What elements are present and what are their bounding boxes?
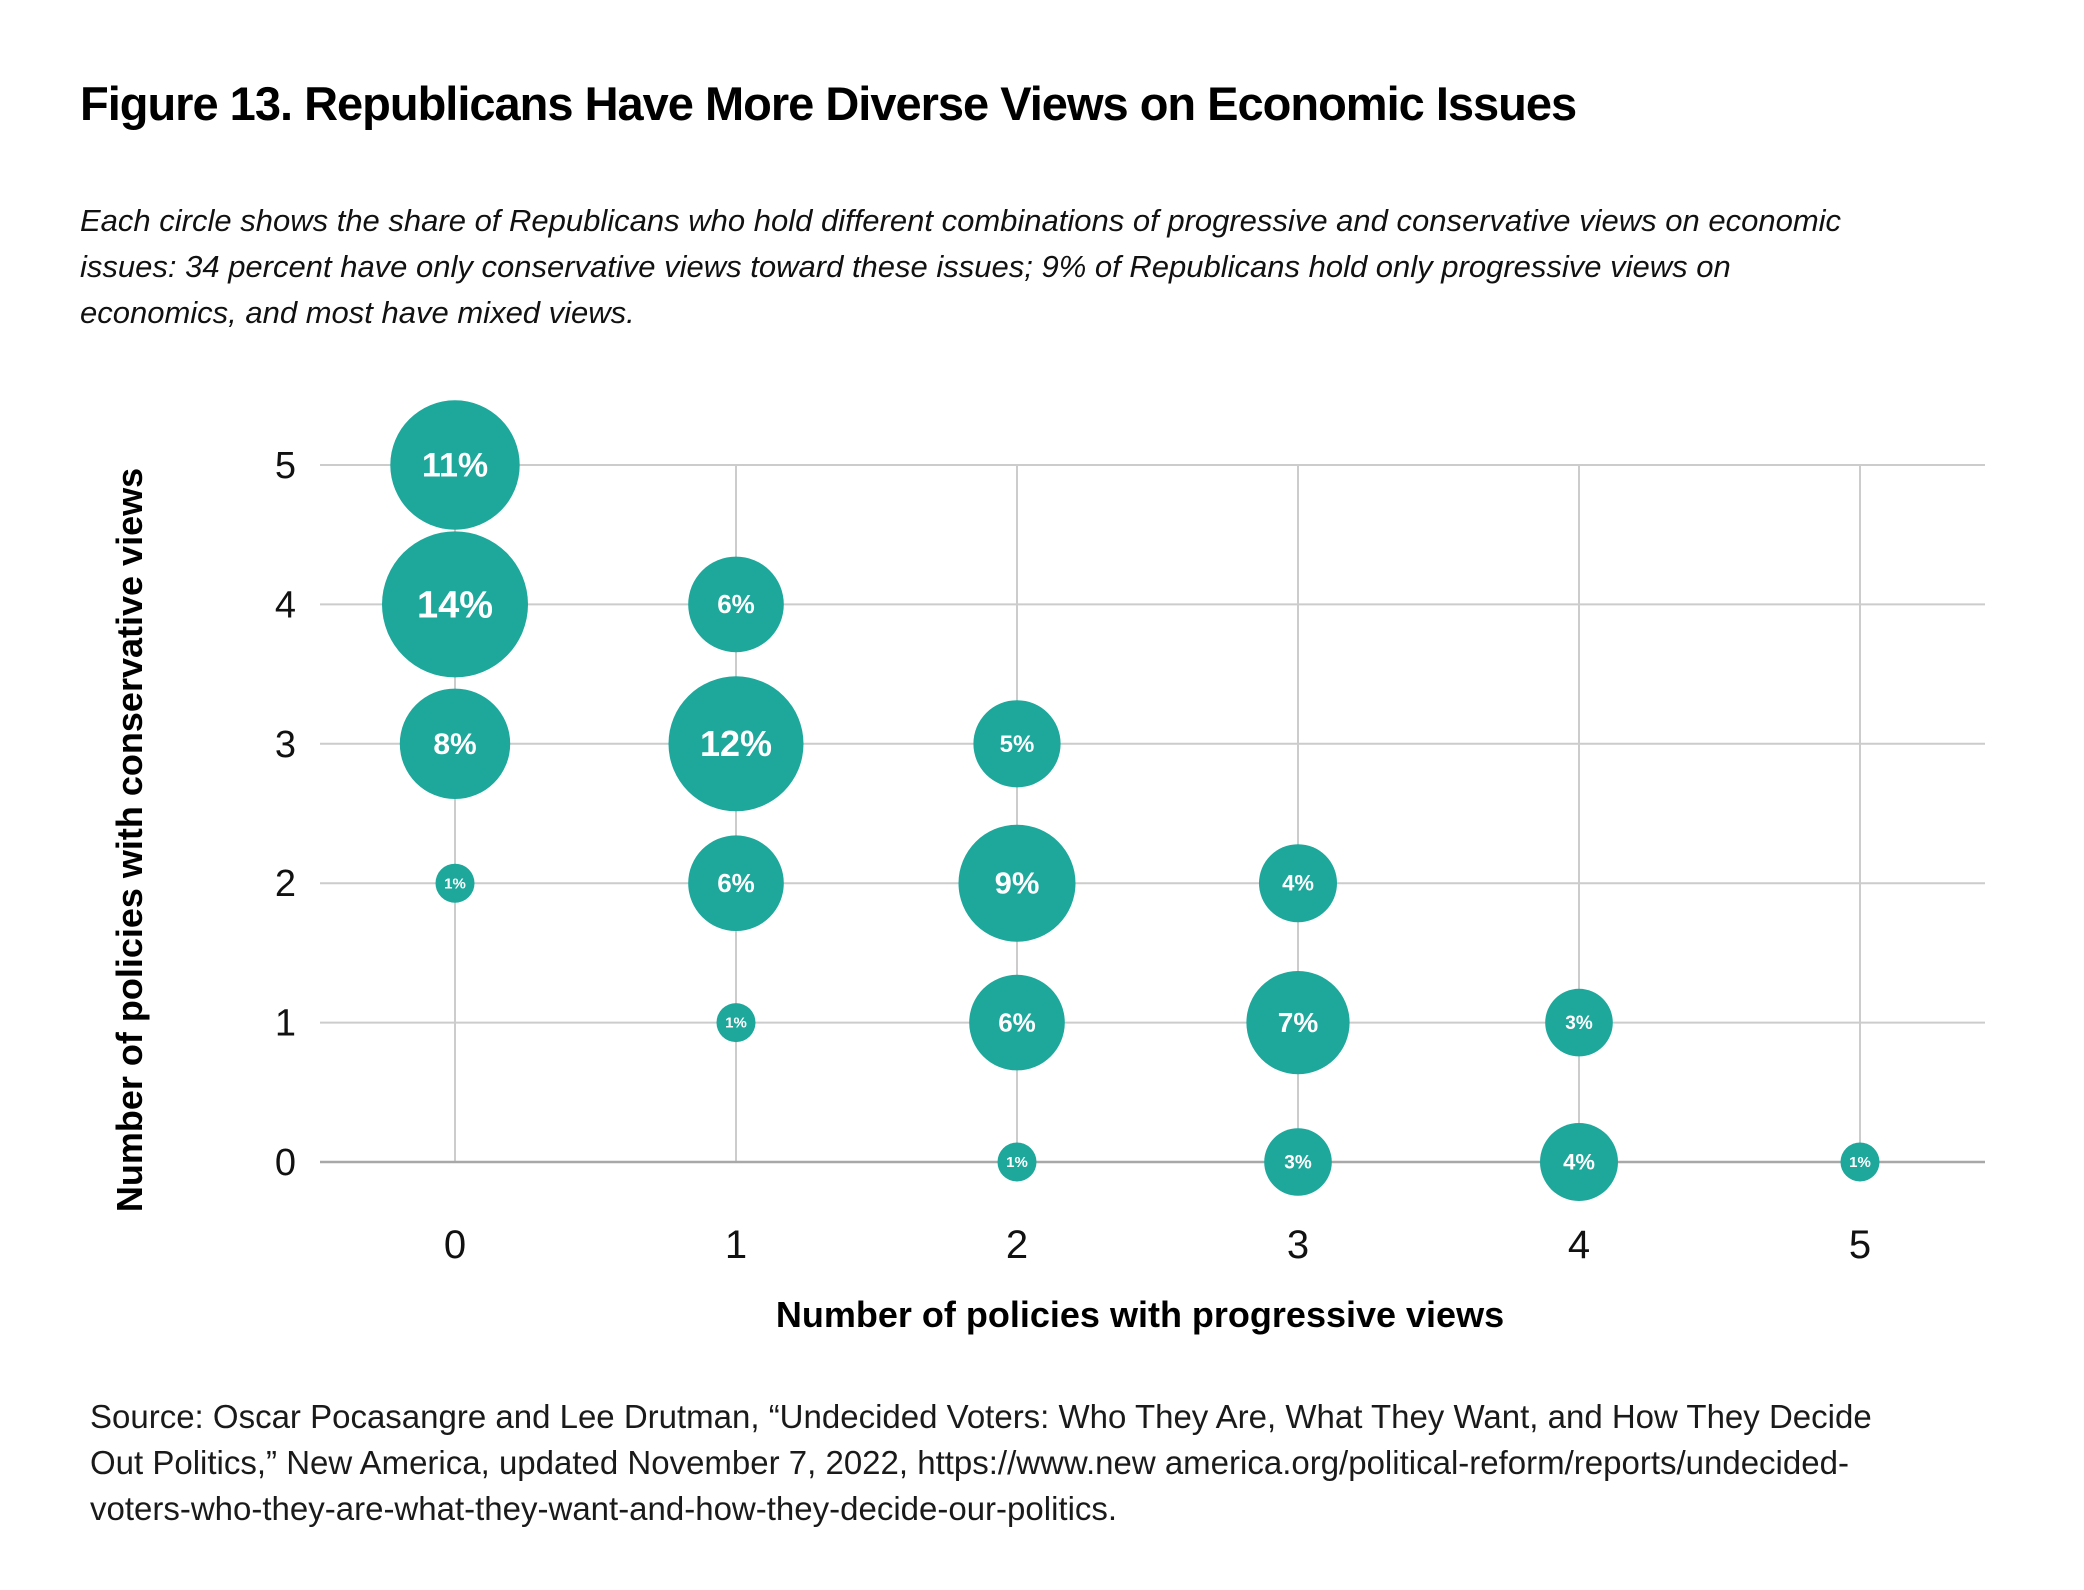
x-tick-label: 1 [725, 1223, 747, 1267]
bubble [958, 824, 1076, 942]
x-tick-label: 3 [1287, 1223, 1309, 1267]
y-tick-label: 2 [275, 863, 296, 905]
bubble [716, 1003, 756, 1043]
bubble-label: 6% [717, 868, 755, 898]
text-line: economics, and most have mixed views. [80, 295, 635, 330]
bubble-label: 11% [422, 447, 488, 485]
bubble-label: 1% [444, 875, 466, 892]
bubble [382, 531, 528, 678]
bubble [390, 400, 520, 530]
bubble-label: 3% [1284, 1152, 1312, 1173]
bubble [435, 863, 475, 903]
y-tick-label: 4 [275, 584, 296, 626]
bubble [997, 1142, 1037, 1182]
bubble-label: 9% [995, 866, 1040, 901]
bubble-label: 7% [1278, 1007, 1319, 1038]
bubble [1246, 971, 1350, 1075]
y-tick-label: 3 [275, 724, 296, 766]
bubble-label: 1% [725, 1015, 747, 1032]
x-tick-label: 0 [444, 1223, 466, 1267]
bubble [688, 556, 784, 653]
x-axis-title: Number of policies with progressive view… [776, 1294, 1504, 1335]
bubble [1264, 1128, 1332, 1196]
bubble-label: 6% [717, 589, 755, 619]
bubble [969, 974, 1065, 1071]
bubble [1545, 988, 1613, 1057]
bubble [399, 688, 511, 799]
bubble-label: 1% [1006, 1154, 1028, 1171]
text-line: Each circle shows the share of Republica… [80, 203, 1842, 238]
y-tick-label: 0 [275, 1142, 296, 1184]
bubble-label: 8% [433, 728, 476, 761]
bubble [688, 835, 784, 931]
y-tick-label: 1 [275, 1003, 296, 1045]
bubble [668, 676, 804, 812]
bubble [1540, 1123, 1618, 1201]
bubble [1259, 844, 1337, 923]
x-tick-label: 5 [1849, 1223, 1871, 1267]
bubble-label: 5% [1000, 731, 1035, 758]
bubble-label: 4% [1563, 1149, 1595, 1174]
figure-subtitle: Each circle shows the share of Republica… [80, 198, 2010, 336]
figure-title: Figure 13. Republicans Have More Diverse… [80, 77, 1577, 130]
bubble [973, 700, 1061, 788]
bubble-label: 12% [700, 723, 772, 764]
text-line: issues: 34 percent have only conservativ… [80, 249, 1731, 284]
bubble-label: 6% [998, 1007, 1036, 1037]
bubble-label: 3% [1565, 1013, 1593, 1034]
text-line: Out Politics,” New America, updated Nove… [90, 1444, 1849, 1481]
x-tick-label: 4 [1568, 1223, 1590, 1267]
y-axis-title: Number of policies with conservative vie… [109, 468, 150, 1212]
bubble-label: 1% [1849, 1154, 1871, 1171]
source-note: Source: Oscar Pocasangre and Lee Drutman… [90, 1394, 2040, 1532]
y-tick-label: 5 [275, 445, 296, 487]
text-line: Source: Oscar Pocasangre and Lee Drutman… [90, 1398, 1872, 1435]
bubble-label: 4% [1282, 871, 1314, 896]
text-line: voters-who-they-are-what-they-want-and-h… [90, 1490, 1118, 1527]
bubble-label: 14% [417, 584, 493, 626]
bubble [1840, 1142, 1880, 1182]
x-tick-label: 2 [1006, 1223, 1028, 1267]
